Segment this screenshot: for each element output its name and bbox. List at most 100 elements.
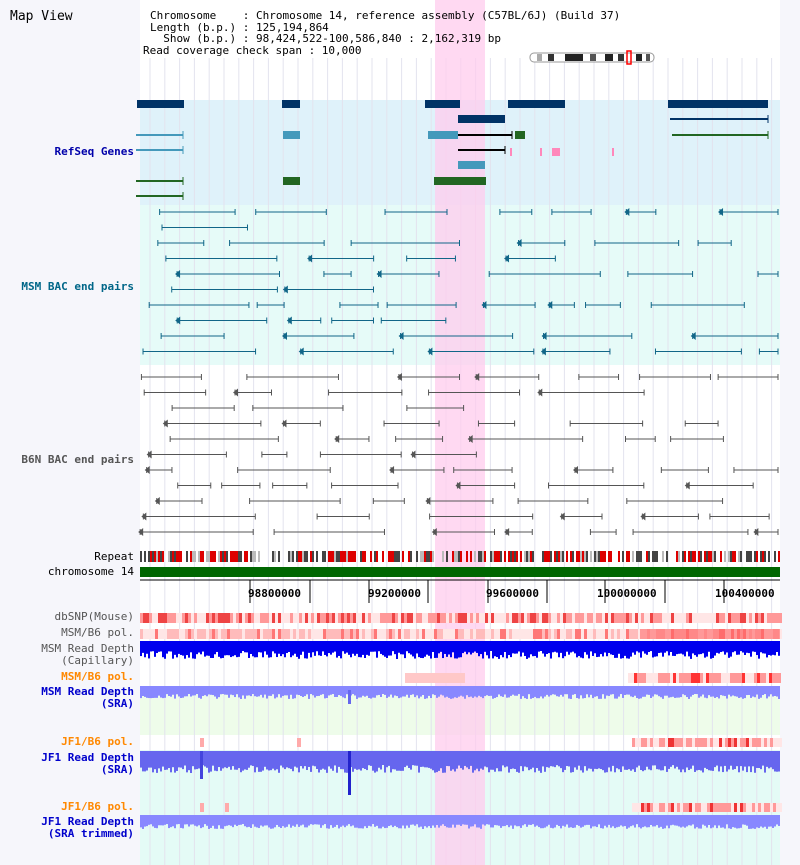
- msm-pol-heat: [230, 629, 233, 639]
- msm-pol-heat: [338, 629, 341, 639]
- jf1-read-trim-bar: [230, 815, 232, 826]
- repeat-mark: [572, 551, 574, 562]
- msm-read-cap-bar: [670, 641, 672, 652]
- repeat-mark: [604, 551, 606, 562]
- b6n-bac-pair-arrow: [281, 419, 287, 428]
- msm-pol-heat: [614, 629, 617, 639]
- dbsnp-heat: [614, 613, 617, 623]
- repeat-mark: [750, 551, 752, 562]
- msm-read-cap-bar: [660, 641, 662, 653]
- jf1-read-sra-bar: [412, 751, 414, 766]
- msm-read-cap-bar: [428, 641, 430, 656]
- jf1-read-trim-bar: [414, 815, 416, 826]
- track-label-jf1-b6-pol[interactable]: JF1/B6 pol.: [61, 735, 134, 748]
- repeat-mark: [594, 551, 596, 562]
- jf1-read-sra-bar: [358, 751, 360, 770]
- msm-pol2-heat: [739, 673, 742, 683]
- msm-pol-heat: [629, 629, 632, 639]
- dbsnp-heat: [485, 613, 488, 623]
- msm-read-sra-bar: [536, 686, 538, 699]
- msm-read-cap-bar: [640, 641, 642, 658]
- msm-read-sra-bar: [468, 686, 470, 698]
- ruler-tick-label: 100000000: [597, 587, 657, 600]
- track-label-refseq[interactable]: RefSeq Genes: [54, 145, 134, 158]
- jf1-read-trim-bar: [612, 815, 614, 827]
- b6n-bac-pair-arrow: [154, 497, 160, 505]
- track-label-jf1-read-trim[interactable]: JF1 Read Depth (SRA trimmed): [41, 815, 134, 840]
- dbsnp-heat: [317, 613, 320, 623]
- track-label-b6n-bac[interactable]: B6N BAC end pairs: [21, 453, 134, 466]
- track-label-repeat[interactable]: Repeat: [94, 550, 134, 563]
- repeat-mark: [332, 551, 334, 562]
- msm-read-cap-bar: [278, 641, 280, 654]
- msm-pol-heat: [482, 629, 485, 639]
- msm-read-cap-bar: [728, 641, 730, 658]
- repeat-mark: [762, 551, 764, 562]
- msm-read-cap-bar: [178, 641, 180, 654]
- msm-read-sra-bar: [722, 686, 724, 696]
- msm-read-cap-bar: [246, 641, 248, 653]
- repeat-mark: [496, 551, 498, 562]
- jf1-read-trim-bar: [600, 815, 602, 829]
- jf1-read-sra-bar: [476, 751, 478, 769]
- track-label-chromosome[interactable]: chromosome 14: [47, 565, 134, 578]
- jf1-pol-heat: [674, 738, 677, 747]
- track-label-msm-b6-pol-2[interactable]: MSM/B6 pol.: [61, 670, 134, 683]
- repeat-mark: [140, 551, 142, 562]
- jf1-read-sra-bar: [362, 751, 364, 769]
- track-label-msm-read-capillary[interactable]: MSM Read Depth (Capillary): [41, 642, 134, 667]
- dbsnp-heat: [470, 613, 473, 623]
- jf1-read-sra-bar: [446, 751, 448, 767]
- jf1-read-trim-bar: [334, 815, 336, 827]
- refseq-gene-mark: [510, 148, 512, 156]
- track-label-jf1-read-sra[interactable]: JF1 Read Depth (SRA): [41, 751, 134, 776]
- msm-read-cap-bar: [490, 641, 492, 652]
- jf1-read-trim-bar: [406, 815, 408, 826]
- jf1-read-sra-bar: [670, 751, 672, 767]
- jf1-pol-heat: [653, 738, 656, 747]
- track-label-msm-bac[interactable]: MSM BAC end pairs: [21, 280, 134, 293]
- msm-read-sra-bar: [584, 686, 586, 699]
- track-label-dbsnp[interactable]: dbSNP(Mouse): [54, 610, 134, 623]
- jf1-pol-heat: [749, 738, 752, 747]
- jf1-read-trim-bar: [446, 815, 448, 828]
- track-label-jf1-b6-pol-2[interactable]: JF1/B6 pol.: [61, 800, 134, 813]
- jf1-read-trim-bar: [144, 815, 146, 827]
- jf1-read-sra-bar: [696, 751, 698, 771]
- msm-pol-heat: [485, 629, 488, 639]
- jf1-pol2-heat: [749, 803, 752, 812]
- msm-read-sra-dip: [348, 690, 351, 704]
- msm-read-cap-bar: [160, 641, 162, 652]
- jf1-read-sra-bar: [478, 751, 480, 772]
- repeat-mark: [168, 551, 170, 562]
- jf1-read-sra-bar: [230, 751, 232, 770]
- msm-pol2-heat: [646, 673, 649, 683]
- jf1-pol-heat: [689, 738, 692, 747]
- msm-read-sra-bar: [578, 686, 580, 699]
- msm-read-cap-bar: [182, 641, 184, 656]
- jf1-read-trim-bar: [610, 815, 612, 828]
- jf1-read-trim-bar: [590, 815, 592, 829]
- jf1-read-trim-bar: [664, 815, 666, 829]
- jf1-read-sra-bar: [180, 751, 182, 768]
- jf1-read-sra-bar: [326, 751, 328, 773]
- jf1-read-sra-bar: [580, 751, 582, 771]
- msm-pol2-heat: [706, 673, 709, 683]
- jf1-read-trim-bar: [276, 815, 278, 825]
- jf1-pol2-heat: [689, 803, 692, 812]
- repeat-mark: [708, 551, 710, 562]
- dbsnp-heat: [773, 613, 776, 623]
- msm-read-cap-bar: [634, 641, 636, 655]
- msm-read-sra-bar: [762, 686, 764, 696]
- dbsnp-heat: [545, 613, 548, 623]
- dbsnp-heat: [458, 613, 461, 623]
- track-label-msm-read-sra[interactable]: MSM Read Depth (SRA): [41, 685, 134, 710]
- msm-read-cap-bar: [430, 641, 432, 659]
- msm-read-sra-bar: [236, 686, 238, 695]
- jf1-read-trim-bar: [634, 815, 636, 828]
- jf1-read-sra-bar: [154, 751, 156, 770]
- track-label-msm-b6-pol[interactable]: MSM/B6 pol.: [61, 626, 134, 639]
- jf1-read-sra-bar: [470, 751, 472, 766]
- jf1-read-trim-bar: [336, 815, 338, 825]
